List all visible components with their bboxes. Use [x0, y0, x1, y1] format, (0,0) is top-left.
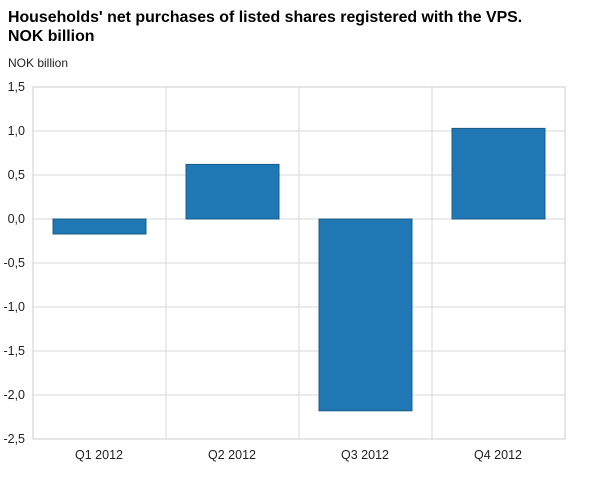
- svg-text:-2,0: -2,0: [3, 388, 25, 402]
- svg-text:-1,0: -1,0: [3, 300, 25, 314]
- svg-text:Q4 2012: Q4 2012: [474, 448, 522, 462]
- svg-text:-0,5: -0,5: [3, 256, 25, 270]
- svg-text:0,0: 0,0: [8, 212, 25, 226]
- svg-text:-2,5: -2,5: [3, 432, 25, 446]
- svg-text:-1,5: -1,5: [3, 344, 25, 358]
- svg-text:Q2 2012: Q2 2012: [208, 448, 256, 462]
- svg-text:0,5: 0,5: [8, 168, 25, 182]
- svg-text:Q1 2012: Q1 2012: [75, 448, 123, 462]
- svg-text:1,5: 1,5: [8, 80, 25, 94]
- svg-text:Q3 2012: Q3 2012: [341, 448, 389, 462]
- svg-text:1,0: 1,0: [8, 124, 25, 138]
